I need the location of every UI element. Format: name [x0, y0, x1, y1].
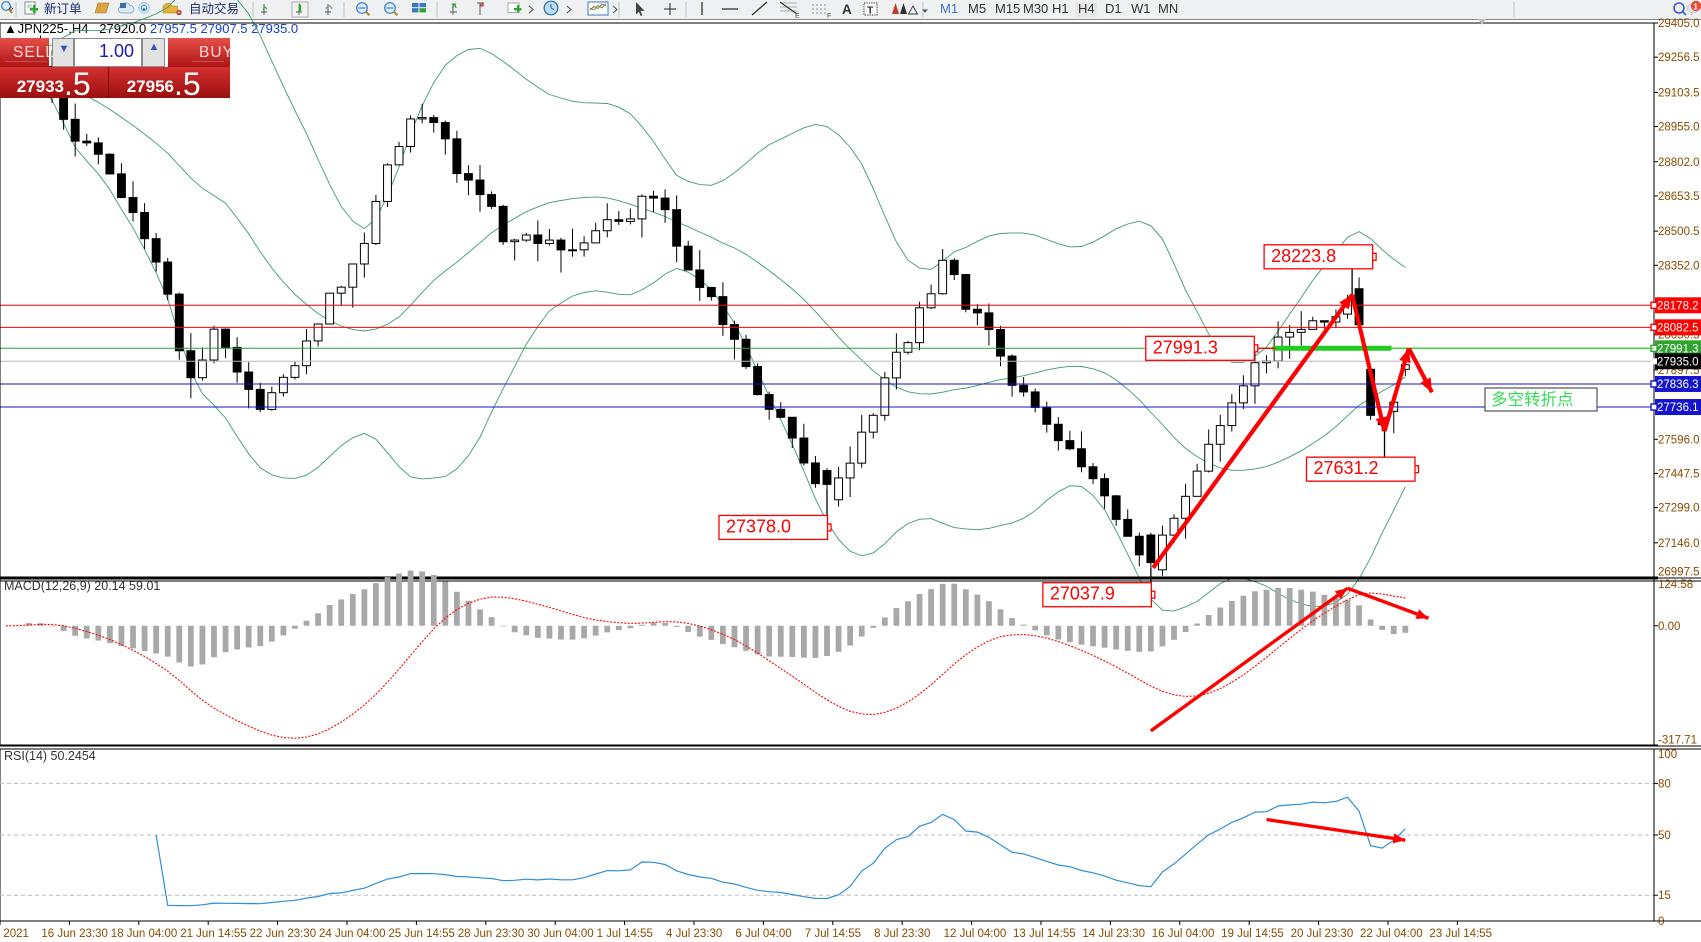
svg-text:M5: M5 [968, 1, 986, 16]
svg-text:124.58: 124.58 [1658, 579, 1693, 591]
svg-text:0: 0 [1658, 916, 1664, 928]
svg-text:27146.0: 27146.0 [1658, 538, 1700, 550]
svg-text:16 Jul 04:00: 16 Jul 04:00 [1152, 928, 1215, 940]
svg-text:27378.0: 27378.0 [726, 516, 791, 536]
svg-text:多空转折点: 多空转折点 [1491, 390, 1574, 409]
svg-text:27447.5: 27447.5 [1658, 468, 1700, 480]
svg-text:28223.8: 28223.8 [1271, 246, 1336, 266]
svg-text:30 Jun 04:00: 30 Jun 04:00 [527, 928, 594, 940]
svg-text:MACD(12,26,9) 20.14 59.01: MACD(12,26,9) 20.14 59.01 [4, 579, 160, 593]
svg-text:自动交易: 自动交易 [189, 1, 239, 16]
svg-text:29256.5: 29256.5 [1658, 52, 1700, 64]
svg-text:28178.2: 28178.2 [1657, 301, 1699, 313]
svg-text:T: T [867, 5, 874, 17]
svg-text:8 Jul 23:30: 8 Jul 23:30 [874, 928, 930, 940]
svg-text:28 Jun 23:30: 28 Jun 23:30 [458, 928, 525, 940]
svg-text:M15: M15 [995, 1, 1020, 16]
svg-text:27836.3: 27836.3 [1657, 379, 1699, 391]
svg-text:-317.71: -317.71 [1658, 735, 1697, 747]
svg-text:28500.5: 28500.5 [1658, 226, 1700, 238]
svg-text:80: 80 [1658, 778, 1671, 790]
svg-text:27736.1: 27736.1 [1657, 402, 1699, 414]
svg-text:M1: M1 [940, 1, 958, 16]
svg-text:MN: MN [1158, 1, 1178, 16]
svg-text:13 Jul 14:55: 13 Jul 14:55 [1013, 928, 1076, 940]
svg-text:28955.0: 28955.0 [1658, 122, 1700, 134]
svg-text:W1: W1 [1131, 1, 1151, 16]
svg-text:25 Jun 14:55: 25 Jun 14:55 [388, 928, 455, 940]
svg-text:0.00: 0.00 [1658, 621, 1680, 633]
svg-text:26997.5: 26997.5 [1658, 567, 1700, 579]
svg-text:14 Jul 23:30: 14 Jul 23:30 [1082, 928, 1145, 940]
svg-text:28802.0: 28802.0 [1658, 157, 1700, 169]
svg-text:29103.5: 29103.5 [1658, 87, 1700, 99]
svg-text:23 Jul 14:55: 23 Jul 14:55 [1429, 928, 1492, 940]
svg-text:28082.5: 28082.5 [1657, 323, 1699, 335]
svg-text:21 Jun 14:55: 21 Jun 14:55 [180, 928, 247, 940]
svg-text:新订单: 新订单 [44, 1, 82, 16]
svg-text:1 Jul 14:55: 1 Jul 14:55 [597, 928, 653, 940]
svg-text:18 Jun 04:00: 18 Jun 04:00 [111, 928, 178, 940]
svg-text:H1: H1 [1052, 1, 1069, 16]
svg-text:6 Jul 04:00: 6 Jul 04:00 [735, 928, 791, 940]
svg-text:29405.0: 29405.0 [1658, 18, 1700, 30]
svg-text:27991.3: 27991.3 [1153, 337, 1218, 357]
svg-text:1: 1 [1693, 1, 1698, 11]
svg-text:H4: H4 [1078, 1, 1095, 16]
svg-text:7 Jul 14:55: 7 Jul 14:55 [805, 928, 861, 940]
svg-text:5 Jun 2021: 5 Jun 2021 [0, 928, 29, 940]
svg-text:22 Jul 04:00: 22 Jul 04:00 [1360, 928, 1423, 940]
svg-text:28352.0: 28352.0 [1658, 260, 1700, 272]
svg-text:19 Jul 14:55: 19 Jul 14:55 [1221, 928, 1284, 940]
svg-text:22 Jun 23:30: 22 Jun 23:30 [250, 928, 317, 940]
svg-text:12 Jul 04:00: 12 Jul 04:00 [944, 928, 1007, 940]
svg-text:A: A [842, 2, 852, 17]
svg-text:D1: D1 [1105, 1, 1122, 16]
svg-text:28653.5: 28653.5 [1658, 191, 1700, 203]
svg-text:27299.0: 27299.0 [1658, 503, 1700, 515]
svg-text:27935.0: 27935.0 [1657, 356, 1699, 368]
svg-text:16 Jun 23:30: 16 Jun 23:30 [41, 928, 108, 940]
svg-text:50: 50 [1658, 830, 1671, 842]
svg-text:15: 15 [1658, 890, 1671, 902]
svg-text:4 Jul 23:30: 4 Jul 23:30 [666, 928, 722, 940]
svg-text:RSI(14) 50.2454: RSI(14) 50.2454 [4, 749, 96, 763]
svg-text:27037.9: 27037.9 [1050, 584, 1115, 604]
svg-text:27631.2: 27631.2 [1314, 458, 1379, 478]
svg-text:100: 100 [1658, 749, 1677, 761]
svg-text:M30: M30 [1023, 1, 1048, 16]
svg-text:27596.0: 27596.0 [1658, 434, 1700, 446]
svg-text:20 Jul 23:30: 20 Jul 23:30 [1291, 928, 1354, 940]
svg-text:24 Jun 04:00: 24 Jun 04:00 [319, 928, 386, 940]
